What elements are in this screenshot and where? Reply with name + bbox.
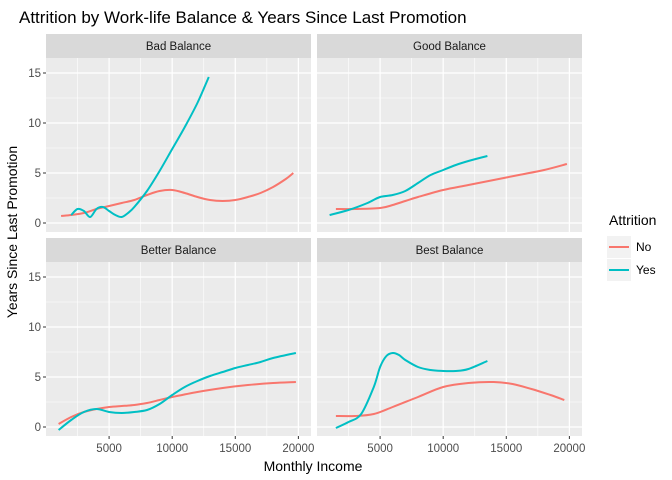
- y-axis-title: Years Since Last Promotion: [4, 146, 20, 318]
- legend: Attrition No Yes: [607, 212, 656, 281]
- series-line-yes: [329, 155, 488, 216]
- series-line-no: [335, 380, 565, 418]
- series-line-yes: [57, 352, 297, 431]
- series-line-yes: [70, 76, 210, 219]
- facet-strip: [46, 238, 311, 262]
- panel-background: [46, 58, 311, 232]
- y-tick-label: 15: [28, 68, 41, 80]
- x-tick-label: 10000: [156, 443, 188, 455]
- chart-title: Attrition by Work-life Balance & Years S…: [19, 8, 467, 27]
- axes-layer: 0 5 10 15 0 5 10 15 5000 10000 15000 20000 5000 10000…: [28, 68, 585, 455]
- facet-strip-label: Best Balance: [416, 245, 484, 257]
- x-tick-label: 5000: [96, 443, 122, 455]
- x-tick-label: 15000: [490, 443, 522, 455]
- legend-label-no: No: [636, 240, 652, 254]
- series-line-yes: [335, 351, 488, 429]
- x-tick-label: 10000: [427, 443, 459, 455]
- y-tick-label: 0: [35, 422, 41, 434]
- y-tick-label: 5: [35, 168, 41, 180]
- panel-background: [317, 58, 582, 232]
- y-tick-label: 10: [28, 118, 41, 130]
- panel-background: [317, 262, 582, 436]
- x-axis-title: Monthly Income: [264, 458, 363, 474]
- facet-strip-label: Better Balance: [141, 245, 216, 257]
- facet-strip: [317, 238, 582, 262]
- facet-strip-label: Bad Balance: [146, 41, 211, 53]
- facet-strip: [46, 34, 311, 58]
- y-tick-label: 5: [35, 372, 41, 384]
- x-tick-label: 20000: [282, 443, 314, 455]
- y-tick-label: 15: [28, 272, 41, 284]
- panels-layer: Bad Balance Good Balance Better Balance Bes…: [46, 34, 582, 436]
- facet-strip-label: Good Balance: [413, 41, 486, 53]
- x-tick-label: 15000: [219, 443, 251, 455]
- facet-panel: Better Balance: [46, 238, 311, 436]
- legend-entries: No Yes: [607, 236, 656, 281]
- facet-strip: [317, 34, 582, 58]
- y-tick-label: 0: [35, 218, 41, 230]
- legend-label-yes: Yes: [636, 263, 656, 277]
- x-tick-label: 20000: [553, 443, 585, 455]
- panel-background: [46, 262, 311, 436]
- y-tick-label: 10: [28, 322, 41, 334]
- facet-panel: Good Balance: [317, 34, 582, 232]
- series-line-no: [335, 163, 568, 211]
- x-tick-label: 5000: [367, 443, 393, 455]
- facet-panel: Best Balance: [317, 238, 582, 436]
- facet-panel: Bad Balance: [46, 34, 311, 232]
- legend-title: Attrition: [609, 212, 656, 228]
